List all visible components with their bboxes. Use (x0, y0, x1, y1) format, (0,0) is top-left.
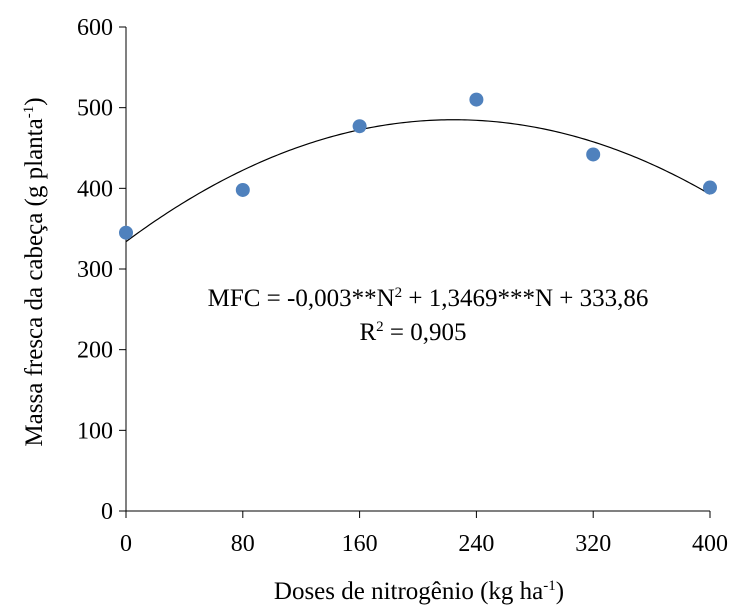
equation-part-1: MFC = -0,003**N (208, 285, 395, 312)
y-axis-label-sup: -1 (21, 106, 37, 119)
equation-part-2: + 1,3469***N + 333,86 (402, 285, 648, 312)
x-tick-label: 240 (458, 531, 494, 557)
x-tick-label: 80 (231, 531, 255, 557)
tick-labels: 0 100 200 300 400 500 600 0 80 160 240 320 400 (77, 15, 728, 557)
x-axis-label: Doses de nitrogênio (kg ha-1) (274, 578, 564, 605)
y-tick-label: 600 (77, 15, 113, 41)
y-tick-label: 100 (77, 418, 113, 444)
x-tick-label: 160 (342, 531, 378, 557)
y-axis-label: Massa fresca da cabeça (g planta-1) (21, 97, 48, 446)
trendline (125, 119, 711, 243)
x-tick-label: 0 (120, 531, 132, 557)
r-squared-sup: 2 (376, 319, 384, 335)
data-point (703, 180, 717, 195)
equation-sup-1: 2 (395, 285, 403, 301)
data-point (235, 182, 250, 197)
equation-text: MFC = -0,003**N2 + 1,3469***N + 333,86 (208, 285, 649, 312)
r-squared-text: R2 = 0,905 (359, 319, 466, 346)
data-point (586, 147, 601, 162)
y-tick-label: 0 (101, 499, 113, 525)
y-axis-label-main: Massa fresca da cabeça (g planta (21, 118, 48, 446)
r-squared-part-1: R (359, 319, 376, 346)
data-point (119, 225, 133, 240)
y-axis-label-end: ) (21, 97, 48, 105)
x-tick-label: 400 (692, 531, 728, 557)
y-tick-label: 400 (77, 176, 113, 202)
y-tick-label: 300 (77, 257, 113, 283)
axes (119, 26, 711, 518)
data-points (119, 92, 717, 240)
r-squared-part-2: = 0,905 (384, 319, 467, 346)
x-axis-label-main: Doses de nitrogênio (kg ha (274, 578, 543, 605)
y-tick-label: 200 (77, 338, 113, 364)
x-tick-label: 320 (575, 531, 611, 557)
data-point (352, 119, 367, 134)
y-tick-label: 500 (77, 96, 113, 122)
x-axis-label-end: ) (556, 578, 564, 605)
data-point (469, 92, 484, 107)
x-axis-label-sup: -1 (543, 578, 556, 594)
